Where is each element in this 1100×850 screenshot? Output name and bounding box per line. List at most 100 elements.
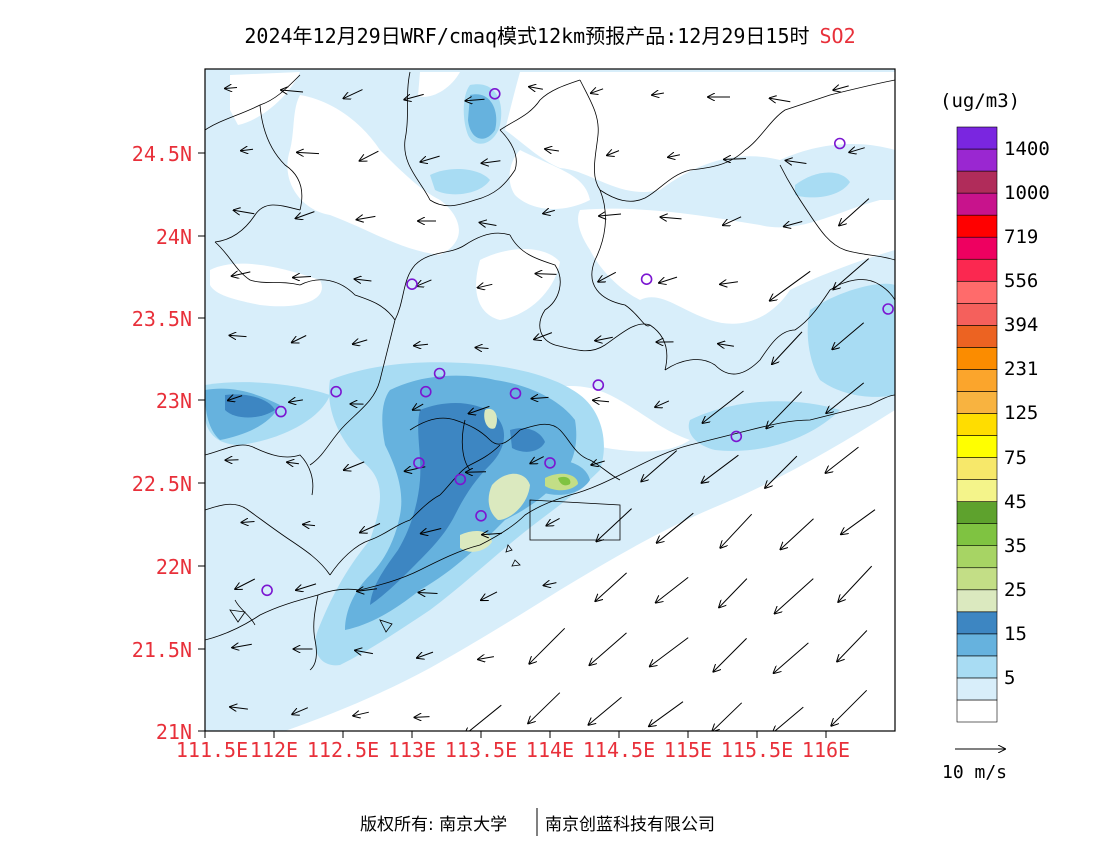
wind-arrow <box>419 593 438 594</box>
legend-swatch <box>956 302 998 326</box>
legend-swatch <box>956 545 998 569</box>
legend-swatch <box>956 391 998 414</box>
wind-arrow <box>230 335 247 336</box>
legend-swatch <box>956 369 998 392</box>
station-marker <box>261 584 273 597</box>
station-marker <box>488 88 501 100</box>
legend-label: 15 <box>1004 622 1027 645</box>
wind-arrow <box>841 509 876 535</box>
legend-label: 45 <box>1004 490 1027 513</box>
wind-arrow <box>360 523 381 533</box>
wind-arrow <box>652 93 664 95</box>
wind-arrow <box>661 217 682 219</box>
wind-arrow <box>723 216 742 225</box>
station-marker <box>882 303 894 315</box>
wind-arrow <box>773 706 804 731</box>
station-marker <box>454 473 467 486</box>
wind-arrow <box>770 98 791 102</box>
wind-arrow <box>607 151 620 156</box>
station-marker <box>275 405 287 418</box>
lat-label: 23.5N <box>131 307 192 331</box>
legend-swatch <box>956 633 998 657</box>
wind-arrow <box>703 390 744 423</box>
station-marker <box>833 137 846 150</box>
wind-arrow <box>784 222 803 227</box>
wind-arrow <box>826 382 865 413</box>
wind-arrow <box>289 400 303 402</box>
wind-arrow <box>772 331 803 364</box>
wind-arrow <box>668 155 680 157</box>
wind-arrow <box>293 277 312 278</box>
wind-arrow <box>417 279 432 286</box>
wind-arrow <box>417 651 434 658</box>
wind-arrow <box>545 149 559 151</box>
lat-label: 24.5N <box>131 142 192 166</box>
clean-ocean <box>285 410 895 731</box>
copyright-label: 版权所有: <box>360 815 434 835</box>
wind-arrow <box>530 456 544 464</box>
wind-arrow <box>590 632 627 665</box>
station-marker <box>330 385 342 398</box>
legend-swatch <box>956 457 998 480</box>
wind-arrow <box>297 152 320 153</box>
title-pollutant: SO2 <box>819 24 856 48</box>
wind-arrow <box>781 518 814 550</box>
wind-arrow <box>595 572 627 601</box>
wind-arrow <box>529 87 543 89</box>
station-marker <box>509 387 522 400</box>
legend-swatch <box>956 655 998 679</box>
wind-arrow <box>649 701 684 727</box>
legend-swatch <box>956 236 998 260</box>
wind-arrow <box>235 578 256 589</box>
wind-arrow <box>478 657 494 660</box>
lat-label: 23N <box>155 389 192 413</box>
wind-arrow <box>532 397 549 398</box>
lat-label: 24N <box>155 225 192 249</box>
copyright-prefix: 版权所有: 南京大学 <box>360 810 507 835</box>
copyright-org-2: 南京创蓝科技有限公司 <box>545 815 715 835</box>
axis-ticks <box>198 152 827 738</box>
legend-label: 75 <box>1004 446 1027 469</box>
wind-arrow <box>720 282 738 285</box>
legend-swatch <box>956 677 998 701</box>
lat-label: 21.5N <box>131 638 192 662</box>
wind-arrow <box>344 89 363 99</box>
legend-label: 5 <box>1004 666 1016 689</box>
clean-area <box>505 72 895 193</box>
wind-arrow <box>591 89 604 93</box>
legend-swatch <box>956 501 998 524</box>
wind-arrow <box>765 455 798 488</box>
wind-arrow <box>355 650 373 653</box>
legend-swatch <box>956 258 998 282</box>
wind-arrow <box>591 461 605 465</box>
legend-swatch <box>956 325 998 348</box>
wind-arrow <box>466 472 487 473</box>
wind-arrow <box>839 198 870 226</box>
concentration-fill <box>205 69 895 731</box>
lat-label: 22.5N <box>131 472 192 496</box>
wind-arrow <box>702 454 739 483</box>
legend-swatch <box>956 413 998 436</box>
legend-label: 1400 <box>1004 138 1050 161</box>
station-marker <box>640 273 653 286</box>
legend-label: 35 <box>1004 534 1027 557</box>
wind-arrow <box>833 86 849 90</box>
legend-swatch <box>956 347 998 370</box>
legend-swatch <box>956 126 998 150</box>
wind-arrow <box>546 517 560 525</box>
wind-arrow <box>225 88 238 89</box>
wind-arrow <box>357 589 377 591</box>
legend-swatch <box>956 523 998 547</box>
lon-label: 112.5E <box>306 738 380 762</box>
wind-arrow <box>659 276 678 283</box>
legend-swatch <box>956 567 998 591</box>
wind-arrow <box>544 583 557 586</box>
wind-arrow <box>482 161 501 163</box>
station-marker <box>544 457 556 469</box>
wind-arrow <box>478 284 493 287</box>
lon-label: 114E <box>525 738 575 762</box>
wind-arrow <box>598 271 617 281</box>
wind-arrow <box>355 279 372 281</box>
wind-arrow <box>465 704 502 731</box>
wind-arrow <box>536 274 557 275</box>
